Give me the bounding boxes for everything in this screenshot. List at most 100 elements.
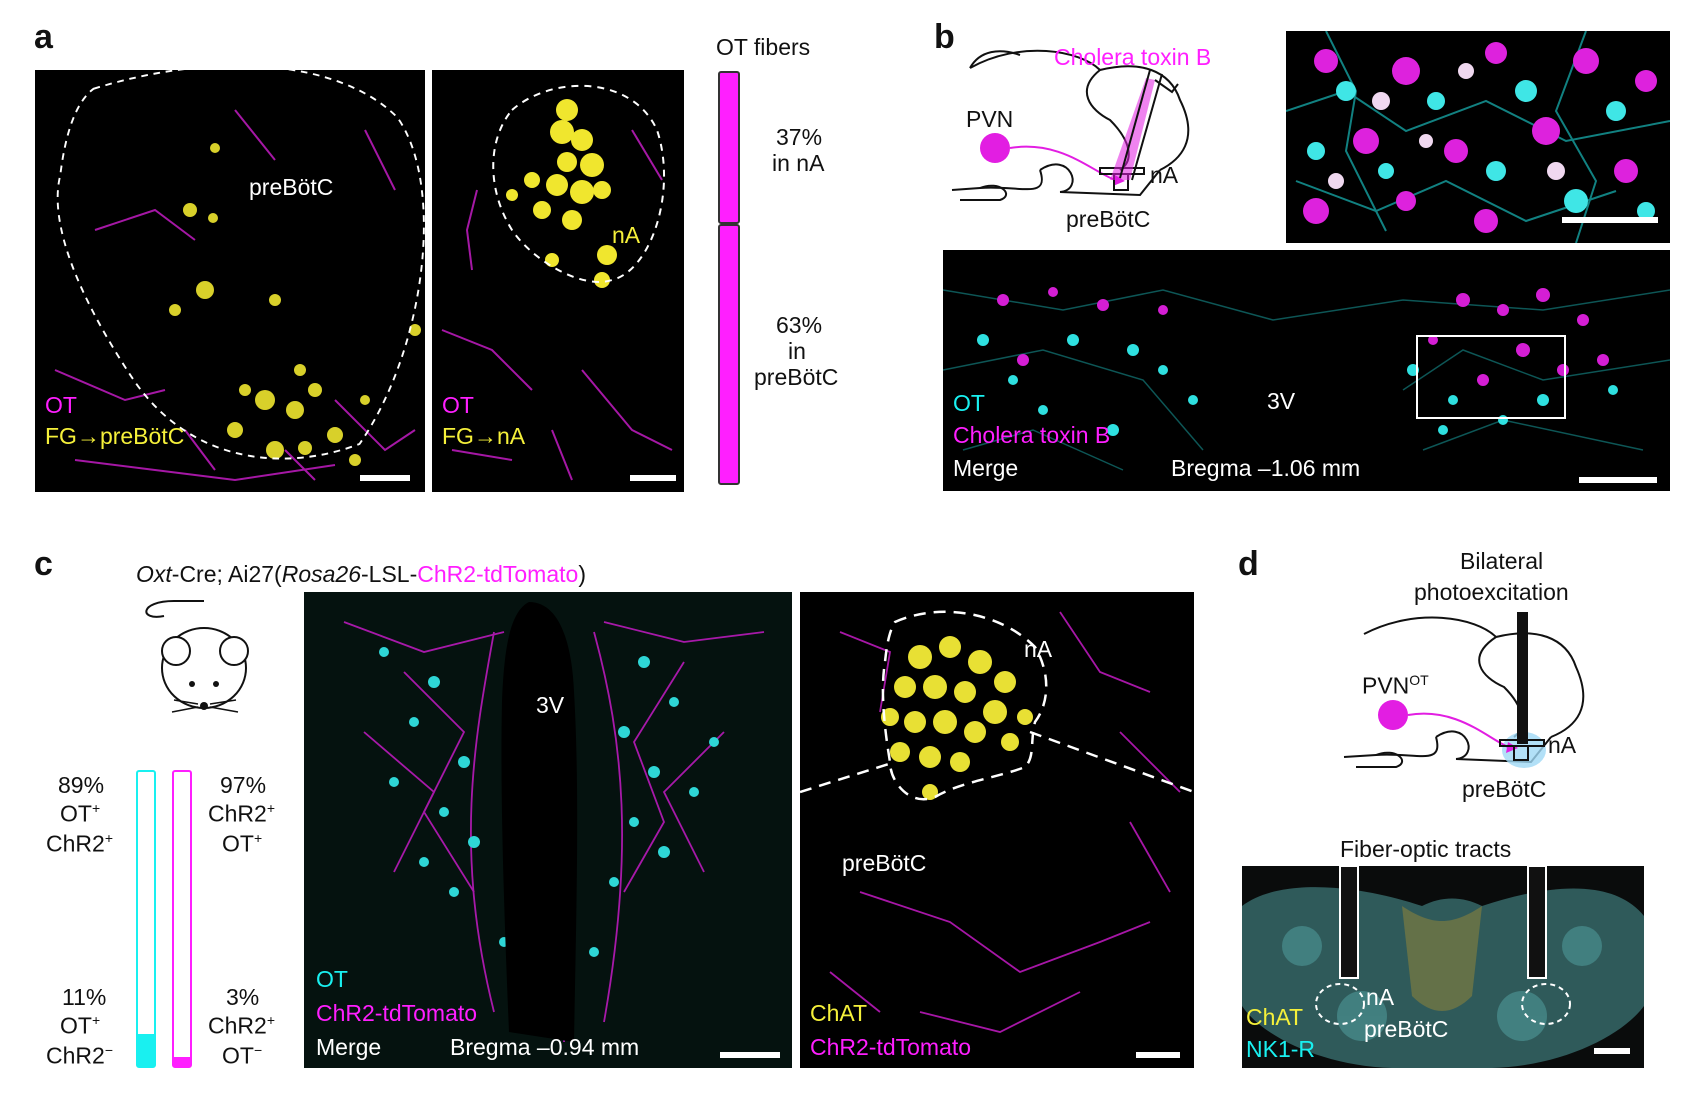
genotype-lsl: -LSL- [361, 561, 418, 587]
sup-plus: + [253, 830, 263, 846]
micrograph-c-pvn-art [343, 602, 765, 1043]
brain-schematic-d [1343, 612, 1585, 768]
genotype-rosa26: Rosa26 [281, 561, 361, 587]
right-top-line1: ChR2+ [208, 800, 275, 828]
legend-ot: OT [953, 390, 985, 416]
prebotc-label: preBötC [842, 850, 927, 876]
panel-label-b: b [934, 18, 955, 56]
left-top-pct: 89% [58, 772, 105, 798]
marker-chr2: ChR2 [208, 800, 267, 827]
pvn-ot-label: PVNOT [1362, 672, 1429, 700]
left-bottom-line1: OT+ [60, 1012, 100, 1040]
title-photoexcitation: photoexcitation [1414, 579, 1569, 605]
left-top-line2: ChR2+ [46, 830, 113, 858]
fiber-optic-title: Fiber-optic tracts [1340, 836, 1512, 862]
legend-fg-na: FG→nA [442, 423, 526, 449]
prebotc-pct-in: in [788, 338, 806, 364]
left-top-line1: OT+ [60, 800, 100, 828]
na-label: nA [1150, 162, 1179, 188]
micrograph-b-main-art [943, 287, 1670, 491]
micrograph-b-inset-art [1286, 31, 1670, 243]
marker-ot: OT [222, 1042, 254, 1069]
bar-segment-prebotc [718, 224, 740, 485]
mouse-icon [145, 600, 249, 713]
scale-bar [720, 1052, 780, 1058]
scale-bar [1594, 1048, 1630, 1054]
left-bar-ot-chr2 [136, 770, 156, 1070]
na-label: nA [1366, 984, 1395, 1010]
bregma-label: Bregma –1.06 mm [1171, 455, 1361, 481]
left-bottom-line2: ChR2− [46, 1042, 113, 1070]
legend-chr2-tdtomato: ChR2-tdTomato [316, 1000, 478, 1026]
left-bottom-pct: 11% [62, 984, 107, 1010]
third-ventricle-label: 3V [536, 692, 565, 718]
right-bottom-line2: OT− [222, 1042, 262, 1070]
legend-ot: OT [316, 966, 348, 992]
genotype-oxt: Oxt [136, 561, 172, 587]
sup-plus: + [104, 830, 113, 846]
pvn-sup-ot: OT [1409, 672, 1429, 688]
right-top-pct: 97% [220, 772, 267, 798]
prebotc-pct: 63% [776, 312, 823, 338]
micrograph-b-inset [1286, 31, 1670, 243]
na-pct-region: in nA [772, 150, 825, 176]
micrograph-c-pvn: 3V OT ChR2-tdTomato Merge Bregma –0.94 m… [304, 592, 792, 1068]
legend-cholera-toxin-b: Cholera toxin B [953, 422, 1111, 448]
bar-segment-na [718, 71, 740, 224]
genotype-cre-ai27: -Cre; Ai27( [171, 561, 282, 587]
genotype-chr2: ChR2-tdTomato [417, 561, 579, 587]
micrograph-d-brainstem: nA preBötC ChAT NK1-R [1242, 866, 1644, 1068]
bar-fill-chr2-ot [172, 770, 192, 1068]
third-ventricle-label: 3V [1267, 388, 1296, 414]
right-bottom-line1: ChR2+ [208, 1012, 275, 1040]
bar-fill-ot-no-chr2 [138, 1034, 154, 1066]
na-pct: 37% [776, 124, 823, 150]
micrograph-a-prebotc: preBötC OT FG→preBötC [35, 70, 425, 492]
marker-ot: OT [222, 830, 254, 857]
sup-plus: + [91, 1012, 101, 1028]
genotype-label: Oxt-Cre; Ai27(Rosa26-LSL-ChR2-tdTomato) [136, 561, 586, 588]
panel-label-d: d [1238, 545, 1259, 583]
scale-bar [360, 475, 410, 481]
prebotc-label: preBötC [1462, 776, 1547, 802]
cholera-toxin-b-label: Cholera toxin B [1054, 44, 1212, 70]
micrograph-a-na-art [441, 84, 673, 481]
sup-plus: + [91, 800, 101, 816]
prebotc-label: preBötC [249, 174, 334, 200]
scale-bar [630, 475, 676, 481]
brain-schematic-b [951, 49, 1190, 201]
prebotc-pct-region: preBötC [754, 364, 839, 390]
marker-chr2: ChR2 [46, 1042, 105, 1069]
micrograph-c-na-art [800, 610, 1194, 1033]
legend-fg-prebotc: FG→preBötC [45, 423, 185, 449]
scale-bar [1579, 477, 1657, 483]
ot-fibers-bar [718, 71, 740, 489]
right-bar-chr2-ot [172, 770, 192, 1070]
right-top-line2: OT+ [222, 830, 262, 858]
panel-label-c: c [34, 545, 53, 583]
na-label: nA [612, 222, 641, 248]
pvn-text: PVN [1362, 672, 1410, 699]
micrograph-d-brainstem-art [1242, 866, 1644, 1068]
micrograph-a-na: nA OT FG→nA [432, 70, 684, 492]
prebotc-label: preBötC [1364, 1016, 1449, 1042]
sup-minus: − [104, 1042, 113, 1058]
sup-minus: − [253, 1042, 263, 1058]
legend-merge: Merge [953, 455, 1019, 481]
title-bilateral: Bilateral [1460, 548, 1544, 574]
legend-ot: OT [45, 392, 77, 418]
legend-ot: OT [442, 392, 474, 418]
micrograph-a-prebotc-art [54, 70, 425, 482]
micrograph-b-main: 3V OT Cholera toxin B Merge Bregma –1.06… [943, 250, 1670, 491]
bregma-label: Bregma –0.94 mm [450, 1034, 640, 1060]
micrograph-c-na: nA preBötC ChAT ChR2-tdTomato [800, 592, 1194, 1068]
sup-plus: + [266, 800, 275, 816]
sup-plus: + [266, 1012, 275, 1028]
legend-chat: ChAT [810, 1000, 868, 1026]
right-bottom-pct: 3% [226, 984, 260, 1010]
legend-merge: Merge [316, 1034, 382, 1060]
scale-bar [1136, 1052, 1180, 1058]
marker-chr2: ChR2 [46, 830, 105, 857]
bar-fill-ot-chr2 [136, 770, 156, 1068]
marker-chr2: ChR2 [208, 1012, 267, 1039]
